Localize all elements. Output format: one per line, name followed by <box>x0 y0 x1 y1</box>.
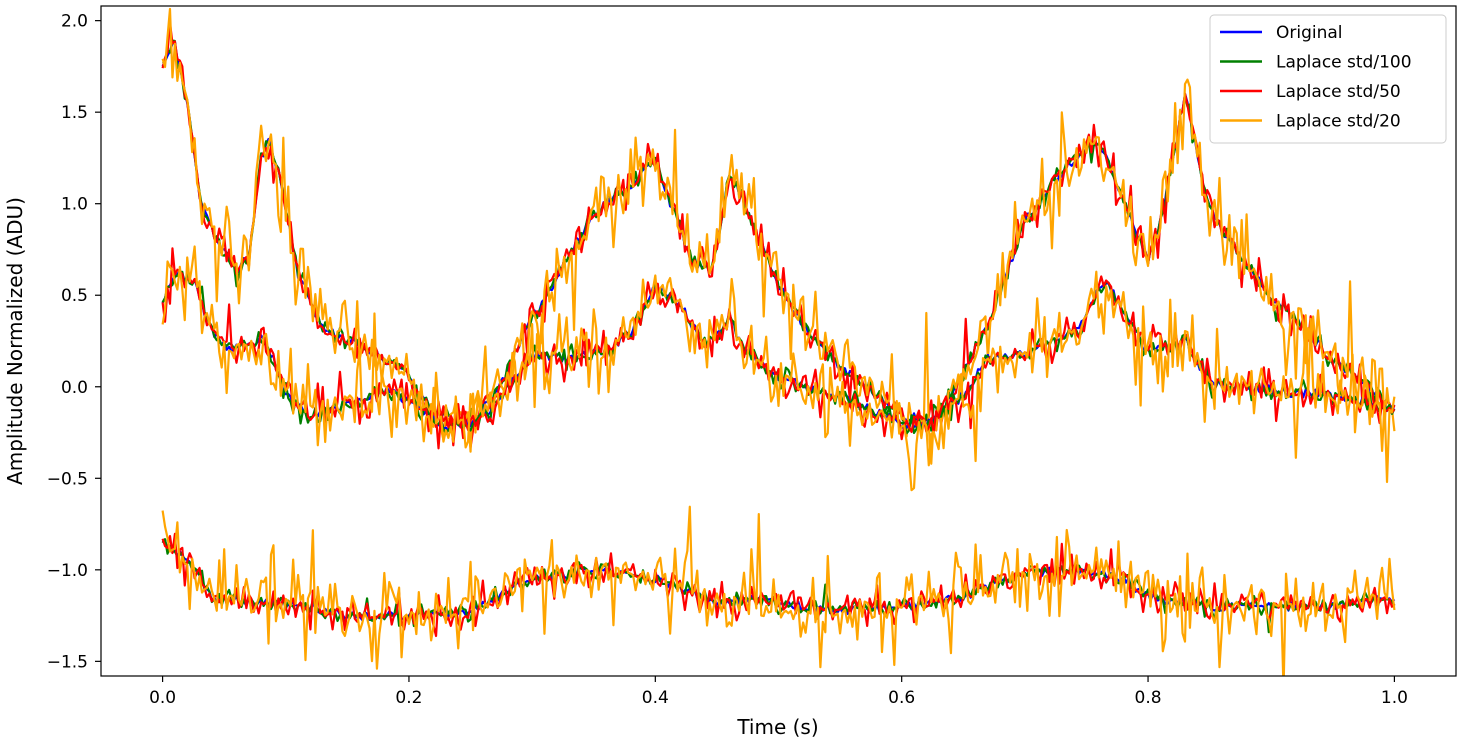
series-line-3-signal-0 <box>161 7 1396 465</box>
y-tick-label: 1.0 <box>61 195 88 215</box>
y-axis-label: Amplitude Normalized (ADU) <box>3 197 27 485</box>
y-tick-label: 0.0 <box>61 378 88 398</box>
x-tick-label: 0.2 <box>395 688 422 708</box>
legend-label: Laplace std/100 <box>1276 53 1412 73</box>
legend-frame <box>1209 14 1447 144</box>
x-axis-label: Time (s) <box>736 715 818 739</box>
legend-label: Laplace std/50 <box>1276 82 1401 102</box>
x-axis: 0.0 0.2 0.4 0.6 0.8 1.0 <box>149 676 1408 708</box>
series-line-3-signal-2 <box>161 505 1396 676</box>
x-tick-label: 0.0 <box>149 688 176 708</box>
y-tick-label: 2.0 <box>61 12 88 32</box>
y-tick-label: 0.5 <box>61 286 88 306</box>
x-tick-label: 0.6 <box>888 688 915 708</box>
y-tick-label: −1.5 <box>47 652 88 672</box>
legend-label: Original <box>1276 23 1343 43</box>
plot-frame <box>100 5 1457 677</box>
y-tick-label: −0.5 <box>47 469 88 489</box>
legend: Original Laplace std/100 Laplace std/50 Lap… <box>1209 14 1447 144</box>
x-tick-label: 0.4 <box>642 688 669 708</box>
y-tick-label: 1.5 <box>61 103 88 123</box>
series-layer <box>161 7 1396 676</box>
x-tick-label: 0.8 <box>1135 688 1162 708</box>
series-line-3-signal-1 <box>161 245 1396 492</box>
x-tick-label: 1.0 <box>1381 688 1408 708</box>
legend-label: Laplace std/20 <box>1276 112 1401 132</box>
y-tick-label: −1.0 <box>47 561 88 581</box>
y-axis: −1.5 −1.0 −0.5 0.0 0.5 1.0 1.5 2.0 <box>47 12 101 672</box>
